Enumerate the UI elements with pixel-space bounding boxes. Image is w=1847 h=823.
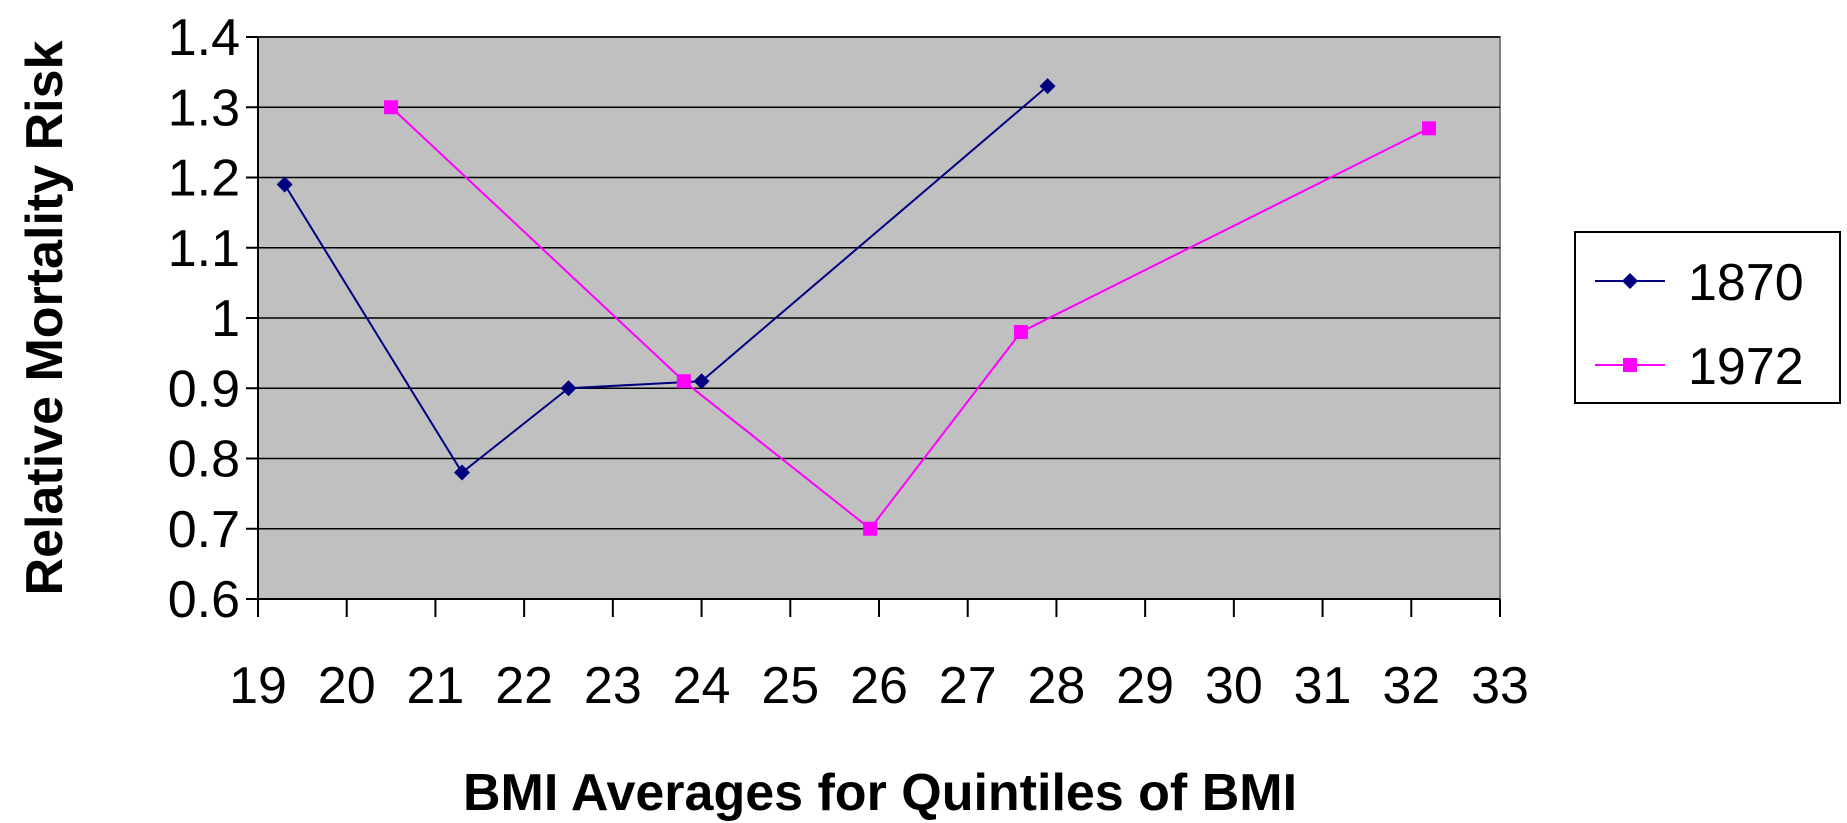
x-tick-label: 23: [584, 657, 642, 715]
data-point: [1013, 325, 1028, 340]
x-tick-label: 25: [761, 657, 819, 715]
x-tick-label: 19: [229, 657, 287, 715]
data-point: [1623, 358, 1637, 372]
x-tick-label: 24: [673, 657, 731, 715]
gridlines: [258, 36, 1500, 530]
x-tick-label: 27: [939, 657, 997, 715]
series-1972: [384, 100, 1437, 536]
data-point: [676, 374, 691, 389]
x-tick-labels: 19 20 21 22 23 24 25 26 27 28 29 30 31 32 33: [229, 657, 1529, 715]
y-tick-label: 1.2: [168, 150, 240, 208]
x-tick-label: 20: [318, 657, 376, 715]
y-tick-label: 1.3: [168, 79, 240, 137]
legend-box: [1574, 231, 1841, 404]
data-point: [1622, 273, 1638, 289]
data-point: [276, 176, 293, 193]
x-tick-label: 26: [850, 657, 908, 715]
legend-label: 1972: [1688, 338, 1804, 396]
data-point: [384, 100, 399, 115]
axes: [246, 36, 1501, 617]
x-tick-label: 21: [407, 657, 465, 715]
x-axis-title: BMI Averages for Quintiles of BMI: [463, 764, 1297, 822]
y-tick-label: 0.6: [168, 571, 240, 629]
data-point: [560, 380, 577, 397]
x-tick-label: 30: [1205, 657, 1263, 715]
series-1870: [276, 78, 1056, 481]
y-axis-title: Relative Mortality Risk: [16, 40, 74, 595]
y-tick-labels: 0.6 0.7 0.8 0.9 1 1.1 1.2 1.3 1.4: [168, 9, 240, 629]
legend: 1870 1972: [1574, 231, 1841, 404]
data-point: [1039, 78, 1056, 95]
data-point: [863, 521, 878, 536]
y-tick-label: 0.7: [168, 501, 240, 559]
legend-label: 1870: [1688, 254, 1804, 312]
x-tick-label: 29: [1116, 657, 1174, 715]
x-tick-label: 28: [1028, 657, 1086, 715]
data-point: [693, 373, 710, 390]
data-point: [1422, 121, 1437, 136]
x-tick-label: 33: [1471, 657, 1529, 715]
y-tick-label: 0.8: [168, 431, 240, 489]
legend-item-1972: 1972: [1595, 338, 1804, 396]
y-tick-label: 1.1: [168, 220, 240, 278]
x-tick-label: 32: [1382, 657, 1440, 715]
y-tick-label: 0.9: [168, 360, 240, 418]
legend-item-1870: 1870: [1595, 254, 1804, 312]
x-tick-label: 31: [1294, 657, 1352, 715]
series-layer: [276, 78, 1437, 536]
y-tick-label: 1: [211, 290, 240, 348]
x-tick-label: 22: [495, 657, 553, 715]
y-tick-label: 1.4: [168, 9, 240, 67]
data-point: [454, 464, 471, 481]
